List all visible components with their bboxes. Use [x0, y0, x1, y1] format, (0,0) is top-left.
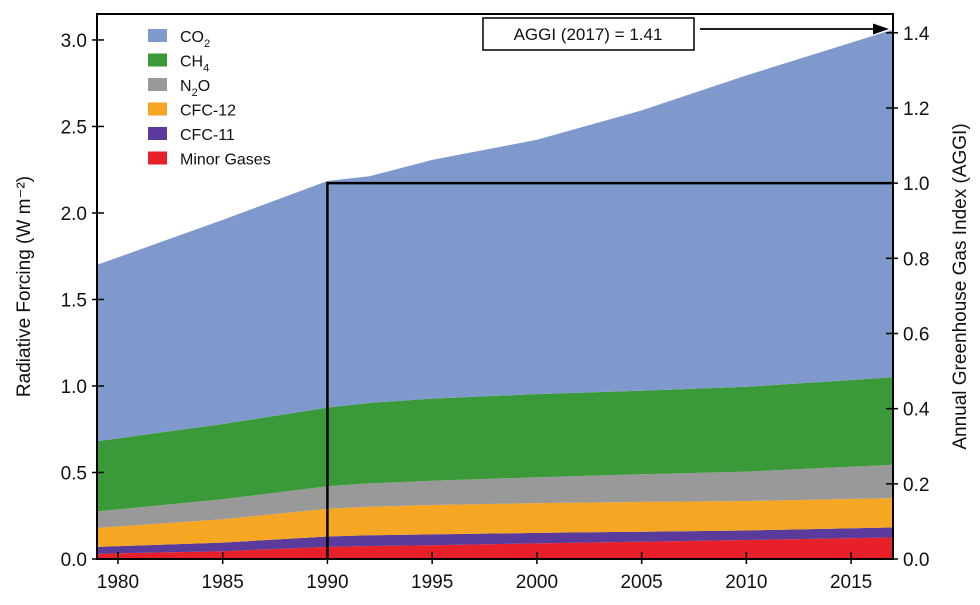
- x-tick-label: 1995: [411, 572, 453, 593]
- y2-tick-label: 0.2: [903, 475, 929, 496]
- axis-ticks: 1980 1985 1990 1995 2000 2005 2010 2015 0.0 0.5 1.…: [61, 24, 930, 593]
- x-tick-label: 2010: [725, 572, 767, 593]
- y2-tick-label: 0.6: [903, 324, 929, 345]
- x-tick-label: 2000: [516, 572, 558, 593]
- x-tick-label: 1985: [202, 572, 244, 593]
- y2-tick-label: 0.0: [903, 550, 929, 571]
- stacked-areas: [97, 29, 893, 559]
- y-tick-label: 1.0: [61, 377, 87, 398]
- y2-tick-label: 1.0: [903, 174, 929, 195]
- aggi-annotation-arrowhead: [873, 23, 889, 35]
- x-tick-label: 2005: [620, 572, 662, 593]
- legend: CO2 CH4 N2O CFC-12 CFC-11 Minor Gases: [148, 29, 271, 169]
- y-tick-label: 0.5: [61, 463, 87, 484]
- y2-tick-label: 0.8: [903, 249, 929, 270]
- y2-axis-title: Annual Greenhouse Gas Index (AGGI): [950, 123, 971, 449]
- area-minor-gases: [97, 537, 893, 559]
- legend-swatch-ch4: [148, 53, 167, 67]
- area-co2: [97, 29, 893, 442]
- legend-label-cfc-12: CFC-12: [180, 103, 236, 120]
- aggi-annotation: AGGI (2017) = 1.41: [482, 17, 889, 51]
- x-tick-label: 1980: [97, 572, 139, 593]
- y2-tick-label: 0.4: [903, 400, 930, 421]
- legend-label-minor-gases: Minor Gases: [180, 152, 271, 169]
- legend-label-cfc-11: CFC-11: [180, 127, 235, 144]
- x-tick-label: 2015: [830, 572, 872, 593]
- y-axis-title: Radiative Forcing (W m⁻²): [14, 176, 35, 397]
- y-tick-label: 3.0: [61, 31, 87, 52]
- aggi-annotation-text: AGGI (2017) = 1.41: [514, 25, 663, 44]
- y2-tick-label: 1.4: [903, 24, 930, 45]
- area-n2o: [97, 464, 893, 528]
- legend-label-n2o: N2O: [180, 78, 210, 99]
- legend-swatch-cfc-11: [148, 127, 167, 140]
- y-tick-label: 0.0: [61, 550, 87, 571]
- legend-label-co2: CO2: [180, 29, 210, 50]
- area-cfc-12: [97, 498, 893, 547]
- aggi-annotation-box: [482, 17, 695, 51]
- plot-frame: [96, 13, 894, 560]
- y-tick-label: 2.5: [61, 117, 87, 138]
- x-tick-label: 1990: [306, 572, 348, 593]
- legend-swatch-minor-gases: [148, 151, 167, 165]
- reference-1990-line: [326, 181, 893, 559]
- area-cfc-11: [97, 527, 893, 554]
- area-ch4: [97, 377, 893, 512]
- reference-line: [326, 181, 893, 559]
- legend-swatch-co2: [148, 29, 167, 42]
- legend-swatch-n2o: [148, 78, 167, 91]
- y-tick-label: 1.5: [61, 290, 87, 311]
- y2-tick-label: 1.2: [903, 99, 929, 120]
- legend-label-ch4: CH4: [180, 54, 209, 75]
- legend-swatch-cfc-12: [148, 102, 167, 116]
- y-tick-label: 2.0: [61, 204, 87, 225]
